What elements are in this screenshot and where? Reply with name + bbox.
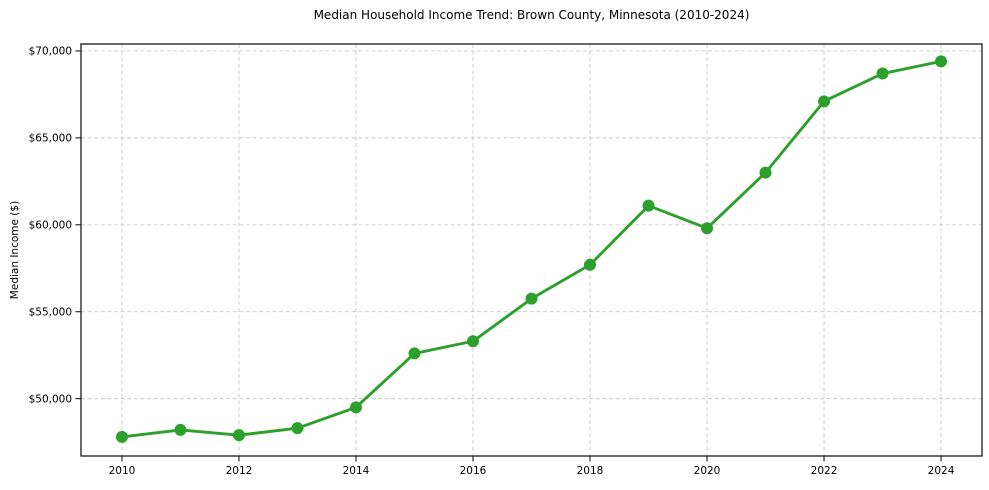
x-tick-label: 2024 — [928, 465, 955, 477]
y-tick-label: $65,000 — [29, 133, 72, 145]
x-tick-label: 2012 — [226, 465, 253, 477]
x-tick-label: 2022 — [811, 465, 838, 477]
data-point-marker — [759, 166, 772, 179]
y-tick-label: $50,000 — [29, 393, 72, 405]
chart-line — [120, 59, 943, 439]
data-point-marker — [291, 422, 304, 435]
x-tick-label: 2010 — [109, 465, 136, 477]
data-point-marker — [701, 222, 714, 235]
y-tick-label: $70,000 — [29, 46, 72, 58]
data-point-marker — [818, 95, 831, 108]
plot-border — [80, 43, 983, 457]
data-point-marker — [525, 292, 538, 305]
data-point-marker — [349, 401, 362, 414]
data-point-marker — [876, 67, 889, 80]
data-point-marker — [174, 423, 187, 436]
data-point-marker — [115, 430, 128, 443]
y-tick-label: $55,000 — [29, 306, 72, 318]
x-tick-label: 2016 — [460, 465, 487, 477]
data-point-marker — [642, 199, 655, 212]
data-point-marker — [408, 347, 421, 360]
data-point-marker — [935, 55, 948, 68]
x-tick-label: 2020 — [694, 465, 721, 477]
x-tick-label: 2018 — [577, 465, 604, 477]
y-tick-label: $60,000 — [29, 219, 72, 231]
data-point-marker — [466, 335, 479, 348]
data-point-marker — [232, 429, 245, 442]
chart-title: Median Household Income Trend: Brown Cou… — [313, 8, 750, 22]
data-point-marker — [584, 258, 597, 271]
x-tick-label: 2014 — [343, 465, 370, 477]
